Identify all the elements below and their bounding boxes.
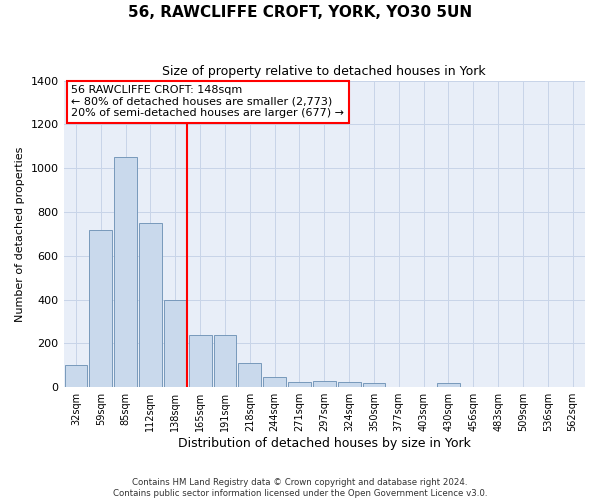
- Bar: [437, 384, 460, 387]
- X-axis label: Distribution of detached houses by size in York: Distribution of detached houses by size …: [178, 437, 471, 450]
- Bar: [238, 363, 261, 387]
- Title: Size of property relative to detached houses in York: Size of property relative to detached ho…: [163, 65, 486, 78]
- Bar: [164, 300, 187, 387]
- Bar: [214, 334, 236, 387]
- Text: 56, RAWCLIFFE CROFT, YORK, YO30 5UN: 56, RAWCLIFFE CROFT, YORK, YO30 5UN: [128, 5, 472, 20]
- Bar: [139, 223, 162, 387]
- Bar: [188, 334, 212, 387]
- Bar: [362, 384, 385, 387]
- Bar: [65, 366, 88, 387]
- Bar: [263, 376, 286, 387]
- Bar: [338, 382, 361, 387]
- Text: 56 RAWCLIFFE CROFT: 148sqm
← 80% of detached houses are smaller (2,773)
20% of s: 56 RAWCLIFFE CROFT: 148sqm ← 80% of deta…: [71, 85, 344, 118]
- Bar: [288, 382, 311, 387]
- Bar: [313, 380, 335, 387]
- Text: Contains HM Land Registry data © Crown copyright and database right 2024.
Contai: Contains HM Land Registry data © Crown c…: [113, 478, 487, 498]
- Y-axis label: Number of detached properties: Number of detached properties: [15, 146, 25, 322]
- Bar: [89, 230, 112, 387]
- Bar: [114, 157, 137, 387]
